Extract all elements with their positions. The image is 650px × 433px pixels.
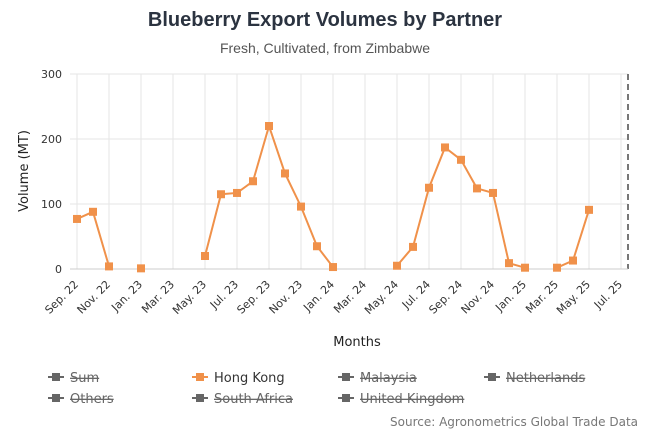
y-tick-label: 0	[55, 263, 62, 276]
x-tick-label: Jan. 25	[492, 278, 529, 315]
data-point[interactable]	[425, 183, 433, 192]
source-credit: Source: Agronometrics Global Trade Data	[390, 415, 638, 429]
chart-title: Blueberry Export Volumes by Partner	[148, 9, 502, 31]
data-point[interactable]	[89, 207, 97, 216]
data-point[interactable]	[409, 242, 417, 251]
data-point[interactable]	[137, 264, 145, 273]
y-axis-ticks: 0 100 200 300	[41, 68, 62, 276]
x-tick-label: Nov. 24	[459, 278, 498, 317]
legend-marker	[52, 373, 60, 381]
x-tick-label: Sep. 23	[234, 278, 273, 317]
legend-label: United Kingdom	[360, 392, 464, 407]
legend-item[interactable]: Sum	[48, 371, 99, 386]
legend-label: Hong Kong	[214, 371, 285, 386]
x-tick-label: Jan. 24	[300, 278, 337, 315]
data-point[interactable]	[217, 190, 225, 199]
legend: Sum Hong Kong Malaysia Netherlands Others Sou…	[48, 371, 585, 407]
data-point[interactable]	[73, 214, 81, 223]
data-point[interactable]	[249, 177, 257, 186]
legend-marker	[342, 394, 350, 402]
legend-marker	[52, 394, 60, 402]
data-point[interactable]	[393, 261, 401, 270]
x-tick-label: May. 24	[362, 278, 401, 317]
legend-marker	[342, 373, 350, 381]
legend-item[interactable]: Netherlands	[484, 371, 585, 386]
legend-item[interactable]: Others	[48, 392, 114, 407]
data-point[interactable]	[441, 143, 449, 152]
x-tick-label: May. 23	[170, 278, 209, 317]
x-tick-label: Sep. 22	[42, 278, 81, 317]
x-tick-label: Jul. 25	[591, 278, 625, 312]
data-point[interactable]	[505, 259, 513, 268]
x-tick-label: Nov. 22	[75, 278, 114, 317]
data-point[interactable]	[585, 205, 593, 214]
data-point[interactable]	[489, 188, 497, 197]
y-tick-label: 200	[41, 133, 62, 146]
data-point[interactable]	[105, 262, 113, 271]
legend-label: Netherlands	[506, 371, 585, 386]
grid	[70, 73, 629, 270]
data-point[interactable]	[521, 263, 529, 272]
series-line-0	[76, 210, 110, 267]
data-point[interactable]	[329, 263, 337, 272]
data-point[interactable]	[265, 122, 273, 130]
legend-item[interactable]: United Kingdom	[338, 392, 464, 407]
legend-label: Malaysia	[360, 371, 417, 386]
legend-label: Sum	[70, 371, 99, 386]
legend-marker	[196, 394, 204, 402]
legend-label: Others	[70, 392, 114, 407]
legend-label: South Africa	[214, 392, 293, 407]
y-tick-label: 100	[41, 198, 62, 211]
x-tick-label: Jan. 23	[108, 278, 145, 315]
data-point[interactable]	[569, 256, 577, 265]
chart-subtitle: Fresh, Cultivated, from Zimbabwe	[220, 40, 430, 56]
x-tick-label: May. 25	[554, 278, 593, 317]
legend-item[interactable]: South Africa	[192, 392, 293, 407]
data-point[interactable]	[233, 188, 241, 197]
data-point[interactable]	[313, 242, 321, 251]
legend-marker	[488, 373, 496, 381]
legend-item[interactable]: Malaysia	[338, 371, 417, 386]
y-tick-label: 300	[41, 68, 62, 81]
data-point[interactable]	[473, 184, 481, 193]
data-point[interactable]	[297, 202, 305, 211]
legend-marker	[196, 373, 204, 381]
data-point[interactable]	[457, 155, 465, 164]
x-axis-title: Months	[333, 335, 381, 350]
data-point[interactable]	[201, 252, 209, 260]
data-point[interactable]	[281, 169, 289, 178]
legend-item[interactable]: Hong Kong	[192, 371, 285, 386]
data-point[interactable]	[553, 263, 561, 272]
y-axis-title: Volume (MT)	[17, 130, 32, 212]
x-tick-label: Sep. 24	[426, 278, 465, 317]
series-points	[73, 122, 593, 273]
x-tick-label: Nov. 23	[267, 278, 306, 317]
